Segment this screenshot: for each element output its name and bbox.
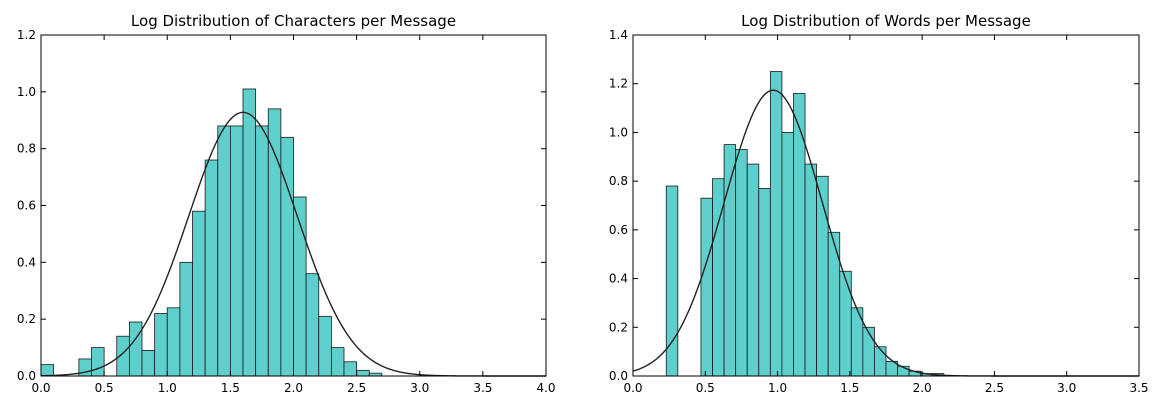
- histogram-bar: [804, 163, 818, 377]
- x-tick-label: 3.5: [1129, 381, 1148, 395]
- histogram-bar: [723, 144, 737, 377]
- histogram-bar: [862, 326, 875, 377]
- y-axis: 0.0 0.2 0.4 0.6 0.8 1.0 1.2: [17, 28, 546, 383]
- x-tick-label: 1.5: [840, 381, 859, 395]
- y-tick-label: 0.0: [17, 369, 36, 383]
- bars: [40, 88, 383, 377]
- x-tick-label: 0.0: [31, 381, 50, 395]
- histogram-bar: [746, 163, 760, 377]
- x-tick-label: 1.5: [221, 381, 240, 395]
- x-tick-label: 2.5: [347, 381, 366, 395]
- y-tick-label: 1.2: [17, 28, 36, 42]
- histogram-bar: [40, 364, 55, 377]
- x-axis: 0.0 0.5 1.0 1.5 2.0 2.5 3.0 3.5: [623, 35, 1149, 395]
- x-tick-label: 0.0: [623, 381, 642, 395]
- histogram-bar: [318, 315, 332, 377]
- x-tick-label: 3.5: [473, 381, 492, 395]
- histogram-bar: [816, 175, 829, 377]
- y-tick-label: 0.8: [17, 142, 36, 156]
- y-tick-label: 0.4: [609, 272, 628, 286]
- histogram-bar: [154, 313, 168, 377]
- y-tick-label: 0.2: [609, 320, 628, 334]
- histogram-bar: [179, 261, 193, 377]
- y-tick-label: 0.2: [17, 312, 36, 326]
- chart-title: Log Distribution of Characters per Messa…: [131, 12, 456, 30]
- histogram-bar: [267, 108, 282, 377]
- plot-frame: [632, 34, 1140, 377]
- y-tick-label: 0.0: [609, 369, 628, 383]
- y-tick-label: 1.0: [17, 85, 36, 99]
- histogram-bar: [217, 125, 231, 377]
- histogram-bar: [839, 270, 852, 377]
- histogram-bar: [343, 361, 358, 377]
- y-tick-label: 0.6: [609, 223, 628, 237]
- histogram-bar: [192, 210, 206, 377]
- histogram-bar: [781, 132, 794, 377]
- chart-words-per-message: Log Distribution of Words per Message 0.…: [609, 12, 1149, 395]
- x-axis: 0.0 0.5 1.0 1.5 2.0 2.5 3.0 3.5 4.0: [31, 35, 556, 395]
- histogram-bar: [356, 369, 370, 377]
- y-tick-label: 0.8: [609, 174, 628, 188]
- histogram-bar: [758, 188, 771, 377]
- x-tick-label: 0.5: [696, 381, 715, 395]
- histogram-bar: [141, 350, 156, 377]
- x-tick-label: 1.0: [768, 381, 787, 395]
- histogram-bar: [204, 159, 219, 377]
- x-tick-label: 3.0: [410, 381, 429, 395]
- y-tick-label: 1.4: [609, 28, 628, 42]
- y-tick-label: 1.0: [609, 125, 628, 139]
- x-tick-label: 0.5: [95, 381, 114, 395]
- y-tick-label: 1.2: [609, 77, 628, 91]
- histogram-bar: [305, 273, 320, 377]
- bars: [665, 71, 945, 377]
- histogram-bar: [242, 88, 257, 377]
- y-tick-label: 0.6: [17, 199, 36, 213]
- histogram-bar: [128, 321, 143, 377]
- chart-title: Log Distribution of Words per Message: [741, 12, 1031, 30]
- y-axis: 0.0 0.2 0.4 0.6 0.8 1.0 1.2 1.4: [609, 28, 1139, 383]
- histogram-bar: [229, 125, 244, 377]
- chart-characters-per-message: Log Distribution of Characters per Messa…: [17, 12, 556, 395]
- x-tick-label: 1.0: [158, 381, 177, 395]
- histogram-bar: [91, 347, 105, 377]
- histogram-bar: [166, 307, 181, 377]
- histogram-bar: [735, 149, 748, 377]
- x-tick-label: 2.0: [284, 381, 303, 395]
- histogram-bar: [255, 125, 269, 377]
- x-tick-label: 3.0: [1057, 381, 1076, 395]
- y-tick-label: 0.4: [17, 255, 36, 269]
- histogram-bar: [793, 93, 806, 377]
- histogram-bar: [330, 347, 345, 377]
- histogram-bar: [700, 197, 713, 377]
- histogram-bar: [769, 71, 783, 377]
- x-tick-label: 4.0: [536, 381, 555, 395]
- x-tick-label: 2.5: [985, 381, 1004, 395]
- x-tick-label: 2.0: [913, 381, 932, 395]
- histogram-bar: [874, 346, 887, 377]
